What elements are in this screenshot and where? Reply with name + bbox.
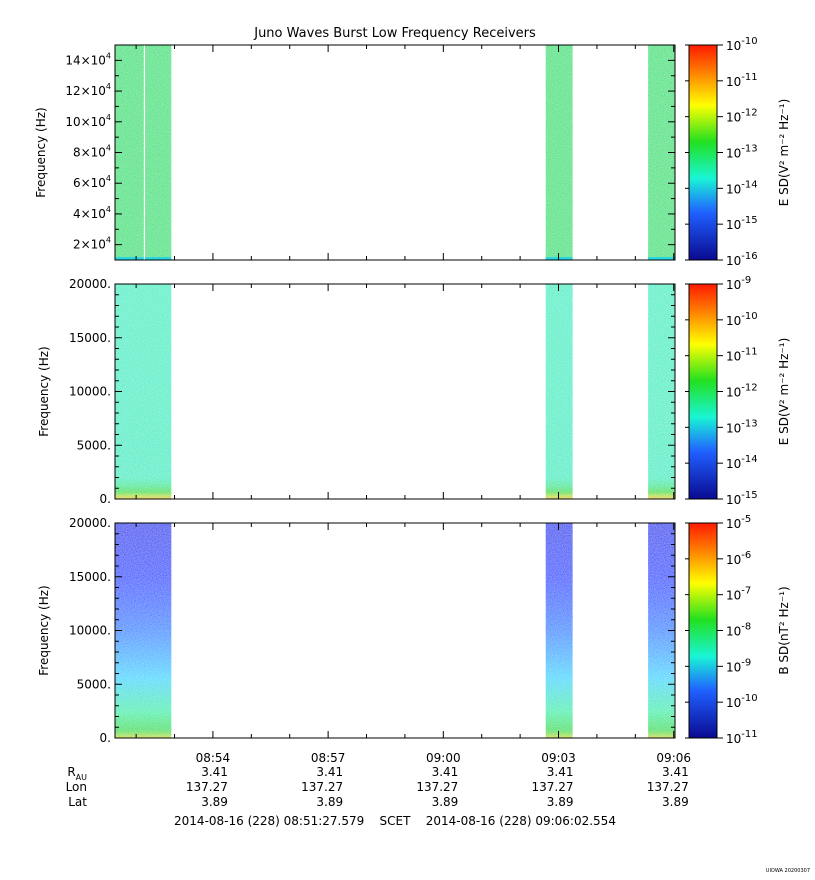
stamp-label: UIOWA 20200307 — [766, 868, 810, 874]
ephemeris-value: 3.89 — [201, 795, 228, 809]
y-tick-label: 10000. — [69, 385, 111, 399]
ephemeris-value: 137.27 — [301, 780, 343, 794]
burst-middle-1 — [115, 284, 172, 499]
y-tick-label: 12×104 — [65, 82, 111, 98]
colorbar-tick-label: 10-12 — [726, 383, 758, 400]
y-tick-label: 0. — [100, 492, 111, 506]
ephemeris-value: 137.27 — [186, 780, 228, 794]
colorbar-tick-label: 10-10 — [726, 693, 758, 710]
burst-base-1 — [115, 257, 172, 260]
time-range-label: 2014-08-16 (228) 08:51:27.579 SCET 2014-… — [174, 814, 616, 828]
ephemeris-value: 3.89 — [432, 795, 459, 809]
ephemeris-value: 3.89 — [662, 795, 689, 809]
colorbar-tick-label: 10-5 — [726, 514, 751, 531]
time-tick-label: 09:00 — [426, 751, 461, 765]
spectrogram-panels: 2×104 4×104 6×104 8×104 10×104 12×104 14×104 Fr… — [34, 36, 791, 746]
time-axis: 08:54 08:57 09:00 09:03 09:06 — [196, 751, 691, 765]
colorbar-tick-label: 10-9 — [726, 275, 751, 292]
time-tick-label: 09:06 — [656, 751, 691, 765]
y-tick-label: 6×104 — [73, 174, 111, 190]
ephemeris-value: 3.89 — [547, 795, 574, 809]
colorbar-tick-label: 10-11 — [726, 729, 758, 746]
time-tick-label: 08:57 — [311, 751, 346, 765]
ephemeris-value: 3.41 — [547, 765, 574, 779]
colorbar-tick-label: 10-16 — [726, 251, 758, 268]
y-tick-label: 0. — [100, 731, 111, 745]
colorbar-tick-label: 10-11 — [726, 347, 758, 364]
colorbar-tick-label: 10-7 — [726, 586, 751, 603]
colorbar-tick-label: 10-15 — [726, 215, 758, 232]
colorbar-tick-label: 10-6 — [726, 550, 751, 567]
y-axis-label: Frequency (Hz) — [34, 107, 48, 198]
y-axis-label: Frequency (Hz) — [37, 585, 51, 676]
y-tick-label: 15000. — [69, 570, 111, 584]
figure-title: Juno Waves Burst Low Frequency Receivers — [253, 26, 536, 41]
y-tick-label: 5000. — [77, 677, 111, 691]
colorbar-tick-label: 10-8 — [726, 622, 751, 639]
ephemeris-value: 3.41 — [432, 765, 459, 779]
y-tick-label: 20000. — [69, 277, 111, 291]
y-tick-label: 5000. — [77, 438, 111, 452]
y-tick-label: 4×104 — [73, 205, 111, 221]
ephemeris-row-label: Lat — [68, 795, 87, 809]
ephemeris-value: 3.89 — [316, 795, 343, 809]
ephemeris-value: 3.41 — [201, 765, 228, 779]
burst-top-1 — [115, 45, 172, 260]
colorbar-tick-label: 10-14 — [726, 179, 758, 196]
y-tick-label: 10000. — [69, 624, 111, 638]
y-tick-label: 14×104 — [65, 51, 111, 67]
colorbar-tick-label: 10-13 — [726, 144, 758, 161]
ephemeris-value: 137.27 — [416, 780, 458, 794]
panel-frame-top — [114, 44, 676, 261]
burst-bottom-2 — [545, 523, 573, 738]
panel-middle: 0. 5000. 10000. 15000. 20000. Frequency (Hz) 1… — [37, 275, 791, 507]
colorbar-tick-label: 10-11 — [726, 72, 758, 89]
ephemeris-row-label: Lon — [66, 780, 87, 794]
burst-top-2 — [545, 45, 573, 260]
colorbar-top — [688, 44, 718, 261]
colorbar-tick-label: 10-10 — [726, 311, 758, 328]
colorbar-tick-label: 10-12 — [726, 108, 758, 125]
panel-frame-bottom — [114, 522, 676, 739]
ephemeris-row-label: RAU — [67, 765, 87, 782]
colorbar-tick-label: 10-10 — [726, 36, 758, 53]
colorbar-tick-label: 10-14 — [726, 454, 758, 471]
panel-top: 2×104 4×104 6×104 8×104 10×104 12×104 14×104 Fr… — [34, 36, 791, 268]
ephemeris-table: RAU 3.41 3.41 3.41 3.41 3.41 Lon 137.27 137.27 13… — [66, 765, 689, 809]
burst-base-3 — [648, 257, 675, 260]
colorbar-label: B SD(nT² Hz⁻¹) — [777, 586, 791, 674]
colorbar-bottom — [688, 522, 718, 739]
panel-frame-middle — [114, 283, 676, 500]
panel-bottom: 0. 5000. 10000. 15000. 20000. Frequency (Hz) 1… — [37, 514, 791, 746]
y-tick-label: 8×104 — [73, 144, 111, 160]
y-tick-label: 20000. — [69, 516, 111, 530]
colorbar-tick-label: 10-13 — [726, 418, 758, 435]
time-tick-label: 08:54 — [196, 751, 231, 765]
y-tick-label: 10×104 — [65, 113, 111, 129]
burst-base-2 — [545, 257, 573, 260]
burst-middle-2 — [545, 284, 573, 499]
ephemeris-value: 137.27 — [647, 780, 689, 794]
y-axis-label: Frequency (Hz) — [37, 346, 51, 437]
y-tick-label: 15000. — [69, 331, 111, 345]
time-tick-label: 09:03 — [541, 751, 576, 765]
colorbar-tick-label: 10-15 — [726, 490, 758, 507]
y-tick-label: 2×104 — [73, 236, 111, 252]
burst-bottom-1 — [115, 523, 172, 738]
colorbar-middle — [688, 283, 718, 500]
colorbar-label: E SD(V² m⁻² Hz⁻¹) — [777, 338, 791, 446]
colorbar-tick-label: 10-9 — [726, 657, 751, 674]
ephemeris-value: 137.27 — [532, 780, 574, 794]
colorbar-label: E SD(V² m⁻² Hz⁻¹) — [777, 99, 791, 207]
ephemeris-value: 3.41 — [316, 765, 343, 779]
ephemeris-value: 3.41 — [662, 765, 689, 779]
